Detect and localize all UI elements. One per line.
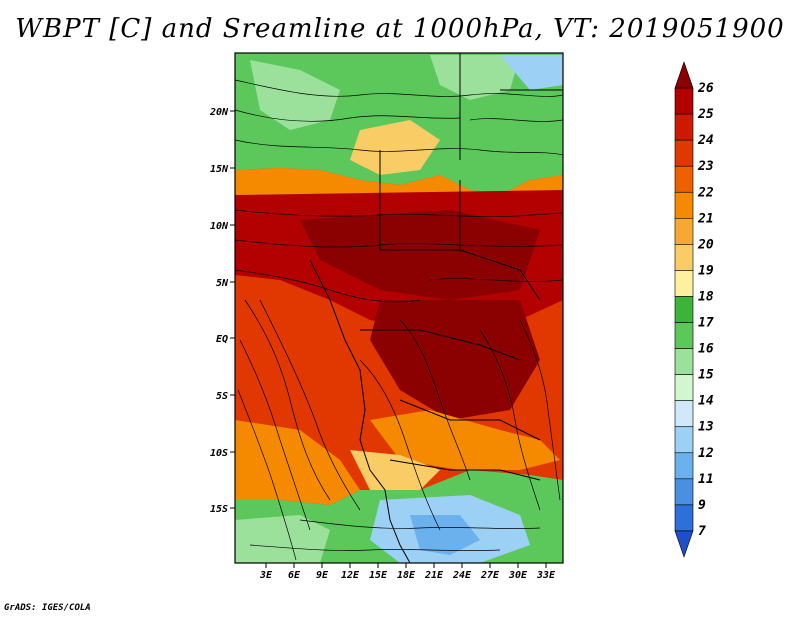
field-south-lightgreen <box>235 515 330 563</box>
streamlines <box>235 79 563 561</box>
colorbar-label: 22 <box>697 185 714 200</box>
field-south-orange <box>235 420 360 505</box>
field-north-lightgreen-2 <box>430 55 520 100</box>
lat-label: 10N <box>210 221 229 232</box>
colorbar-label: 24 <box>697 133 714 148</box>
lon-labels: 3E 6E 9E 12E 15E 18E 21E 24E 27E 30E 33E <box>259 570 556 581</box>
lon-label: 9E <box>316 570 329 581</box>
colorbar-swatch <box>674 504 694 532</box>
colorbar-swatch <box>674 270 694 297</box>
colorbar-swatch <box>674 61 694 89</box>
lon-label: 3E <box>259 570 273 581</box>
field-north-lightgreen-1 <box>250 60 340 130</box>
field-south-orange-2 <box>370 410 560 470</box>
lon-label: 6E <box>288 570 301 581</box>
lon-label: 15E <box>369 570 388 581</box>
colorbar-label: 20 <box>697 237 714 252</box>
colorbar-swatch <box>674 400 694 428</box>
colorbar-swatch <box>674 113 694 141</box>
lat-label: EQ <box>216 334 228 345</box>
colorbar-swatch <box>674 296 694 323</box>
colorbar-swatch <box>674 139 694 167</box>
lat-axis <box>230 110 235 509</box>
colorbar-swatch <box>674 244 694 271</box>
colorbar-label: 11 <box>698 472 714 487</box>
lat-label: 15N <box>210 164 229 175</box>
lon-label: 33E <box>536 570 556 581</box>
colorbar-label: 23 <box>697 159 714 174</box>
colorbar-swatch <box>674 191 694 219</box>
wbpt-field <box>235 53 563 563</box>
colorbar-label: 17 <box>698 316 714 331</box>
colorbar-swatch <box>674 452 694 480</box>
colorbar-swatch <box>674 322 694 349</box>
colorbar-label: 18 <box>698 289 714 304</box>
colorbar-label: 26 <box>697 81 714 96</box>
country-borders <box>309 53 563 563</box>
lat-label: 15S <box>210 504 228 515</box>
lon-axis <box>265 563 547 568</box>
colorbar-label: 15 <box>698 368 714 383</box>
field-south-yellow <box>350 450 440 490</box>
colorbar-swatch <box>674 478 694 506</box>
grads-credit: GrADS: IGES/COLA <box>4 603 91 613</box>
colorbar-label: 19 <box>698 263 714 278</box>
colorbar-swatch <box>674 87 694 115</box>
field-hot-core-1 <box>300 210 540 300</box>
field-north-blue <box>500 55 563 90</box>
colorbar-swatch <box>674 374 694 401</box>
lat-label: 5N <box>216 278 229 289</box>
colorbar-swatch <box>674 348 694 375</box>
colorbar-label: 16 <box>698 342 714 357</box>
colorbar-swatch <box>674 218 694 245</box>
lat-label: 10S <box>210 448 228 459</box>
lon-label: 30E <box>508 570 528 581</box>
colorbar-label: 9 <box>698 498 706 513</box>
colorbar-label: 14 <box>698 394 714 409</box>
lon-label: 18E <box>397 570 416 581</box>
lat-label: 20N <box>209 107 229 118</box>
field-north-yellow <box>350 120 440 175</box>
lon-label: 21E <box>424 570 444 581</box>
colorbar-label: 7 <box>698 524 706 539</box>
chart-title: WBPT [C] and Sreamline at 1000hPa, VT: 2… <box>15 14 785 44</box>
lat-label: 5S <box>216 391 228 402</box>
lon-label: 24E <box>452 570 472 581</box>
lon-label: 27E <box>480 570 500 581</box>
colorbar-swatch <box>674 426 694 454</box>
map-frame <box>234 52 564 564</box>
colorbar-label: 25 <box>697 107 714 122</box>
colorbar-swatch <box>674 530 694 558</box>
colorbar-swatch <box>674 165 694 193</box>
colorbar: 26 25 24 23 22 21 20 19 18 17 16 15 14 13 12 11 9 7 <box>674 61 714 558</box>
colorbar-label: 21 <box>697 211 714 226</box>
colorbar-label: 13 <box>698 420 714 435</box>
colorbar-label: 12 <box>698 446 714 461</box>
lat-labels: 20N 15N 10N 5N EQ 5S 10S 15S <box>209 107 229 515</box>
field-south-darkblue <box>410 515 480 555</box>
lon-label: 12E <box>341 570 360 581</box>
